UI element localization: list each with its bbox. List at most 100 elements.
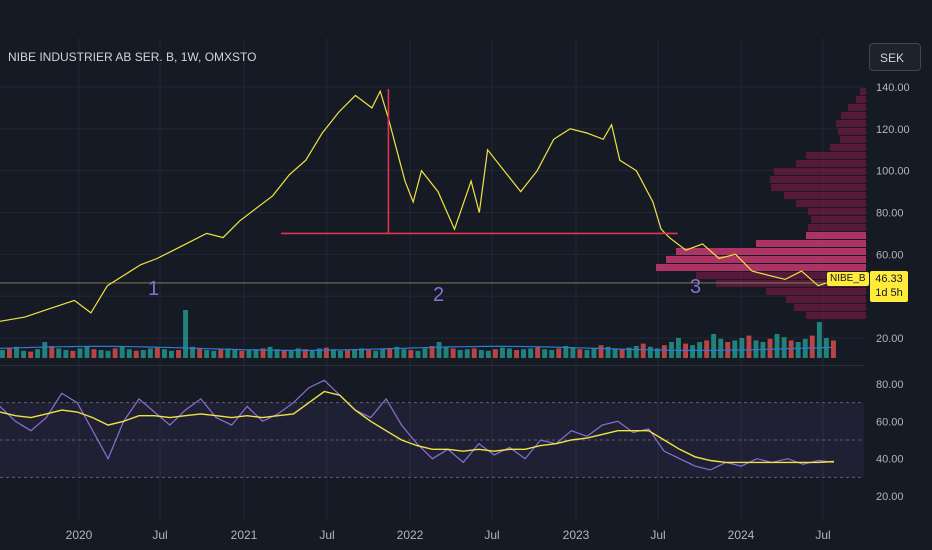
profile-row bbox=[696, 272, 866, 279]
rsi-line bbox=[0, 379, 835, 471]
volume-bar bbox=[35, 349, 41, 358]
time-tick-label: 2021 bbox=[231, 528, 258, 542]
time-tick-label: Jul bbox=[152, 528, 167, 542]
volume-bar bbox=[84, 346, 90, 358]
volume-bar bbox=[464, 349, 470, 358]
volume-bar bbox=[704, 340, 710, 358]
profile-row bbox=[676, 248, 866, 255]
volume-bar bbox=[718, 338, 724, 358]
symbol-badge: NIBE_B bbox=[827, 272, 869, 286]
profile-row bbox=[840, 136, 866, 143]
wave-label-3: 3 bbox=[690, 276, 702, 298]
time-tick-label: Jul bbox=[484, 528, 499, 542]
volume-bar bbox=[56, 348, 62, 358]
volume-bar bbox=[70, 350, 76, 358]
time-tick-label: Jul bbox=[650, 528, 665, 542]
profile-row bbox=[838, 128, 866, 135]
volume-bar bbox=[232, 350, 238, 358]
volume-bar bbox=[211, 350, 217, 358]
rsi-tick-label: 80.00 bbox=[876, 379, 904, 391]
volume-bar bbox=[633, 346, 639, 358]
volume-bar bbox=[831, 340, 836, 358]
volume-bar bbox=[647, 346, 653, 358]
volume-bar bbox=[267, 346, 273, 358]
volume-bar bbox=[154, 347, 160, 358]
volume-bar bbox=[408, 350, 414, 358]
currency-button[interactable]: SEK bbox=[869, 43, 921, 71]
volume-bar bbox=[507, 348, 512, 358]
profile-row bbox=[836, 120, 866, 127]
profile-row bbox=[796, 160, 866, 167]
volume-bar bbox=[274, 349, 280, 358]
rsi-axis[interactable]: 80.00 60.00 40.00 20.00 bbox=[876, 379, 904, 503]
volume-bar bbox=[218, 349, 224, 358]
time-tick-label: Jul bbox=[319, 528, 334, 542]
volume-bar bbox=[492, 349, 498, 358]
volume-bar bbox=[739, 338, 745, 358]
volume-bar bbox=[359, 348, 364, 358]
volume-bar bbox=[605, 346, 611, 358]
profile-row bbox=[794, 304, 866, 311]
time-tick-label: 2020 bbox=[66, 528, 93, 542]
volume-bar bbox=[478, 350, 484, 358]
volume-bar bbox=[246, 350, 252, 358]
profile-row bbox=[806, 232, 866, 239]
volume-bar bbox=[21, 350, 26, 358]
volume-bar bbox=[584, 350, 590, 358]
volume-bar bbox=[77, 348, 83, 358]
volume-bar bbox=[140, 350, 146, 358]
volume-bar bbox=[422, 348, 428, 358]
volume-bar bbox=[288, 350, 294, 358]
profile-row bbox=[656, 264, 866, 271]
volume-bar bbox=[471, 348, 477, 358]
profile-row bbox=[756, 240, 866, 247]
volume-bar bbox=[788, 340, 794, 358]
volume-bar bbox=[14, 346, 19, 358]
volume-bar bbox=[415, 350, 421, 358]
volume-bar bbox=[147, 348, 153, 358]
volume-bar bbox=[809, 335, 815, 358]
volume-bar bbox=[366, 350, 372, 358]
time-axis[interactable]: 2020 Jul 2021 Jul 2022 Jul 2023 Jul 2024 Jul bbox=[66, 528, 831, 542]
profile-row bbox=[830, 144, 866, 151]
volume-bar bbox=[253, 349, 259, 358]
last-price: 46.33 bbox=[875, 273, 903, 285]
volume-bar bbox=[556, 348, 562, 358]
volume-bar bbox=[239, 350, 245, 358]
profile-row bbox=[774, 168, 866, 175]
time-tick-label: 2023 bbox=[563, 528, 590, 542]
profile-row bbox=[766, 288, 866, 295]
volume-bar bbox=[133, 350, 139, 358]
profile-row bbox=[666, 256, 866, 263]
volume-bar bbox=[316, 348, 322, 358]
volume-bar bbox=[105, 350, 111, 358]
volume-bar bbox=[197, 348, 203, 358]
price-tick-label: 80.00 bbox=[876, 208, 904, 220]
profile-row bbox=[848, 104, 866, 111]
volume-bar bbox=[654, 348, 660, 358]
volume-bar bbox=[485, 350, 491, 358]
volume-bar bbox=[309, 350, 315, 358]
volume-bar bbox=[126, 349, 132, 358]
panel-divider bbox=[0, 365, 864, 366]
volume-bar bbox=[295, 348, 301, 358]
volume-bar bbox=[380, 349, 386, 358]
volume-bar bbox=[183, 310, 188, 358]
volume-bar bbox=[570, 347, 576, 358]
volume-bar bbox=[162, 349, 167, 358]
rsi-tick-label: 20.00 bbox=[876, 491, 904, 503]
profile-row bbox=[796, 200, 866, 207]
profile-row bbox=[856, 96, 866, 103]
profile-row bbox=[784, 192, 866, 199]
volume-bar bbox=[612, 348, 618, 358]
volume-bar bbox=[535, 346, 541, 358]
profile-row bbox=[841, 112, 866, 119]
volume-bar bbox=[7, 348, 12, 358]
volume-bar bbox=[387, 348, 393, 358]
bar-countdown: 1d 5h bbox=[875, 287, 903, 299]
volume-bar bbox=[190, 346, 195, 358]
volume-bar bbox=[260, 348, 266, 358]
volume-bar bbox=[204, 350, 210, 358]
